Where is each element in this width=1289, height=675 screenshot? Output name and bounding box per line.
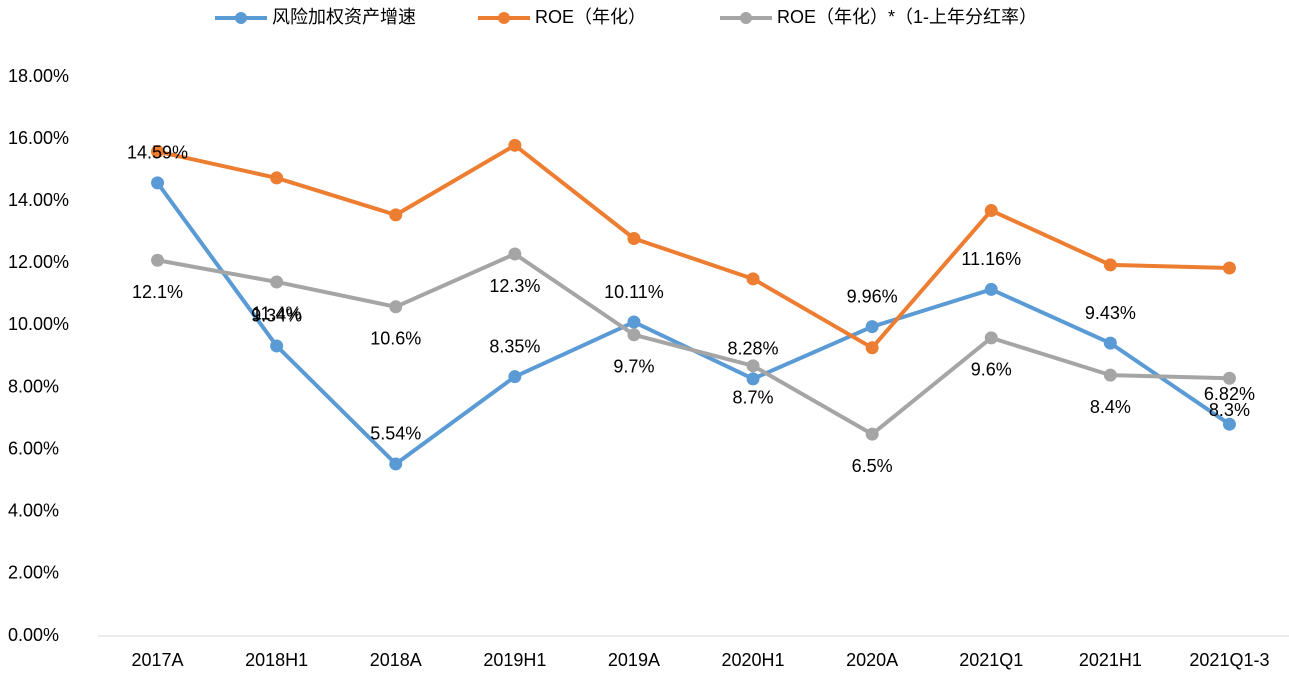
data-label: 5.54% — [370, 424, 421, 444]
data-label: 9.34% — [251, 306, 302, 326]
legend-label: ROE（年化） — [535, 7, 646, 27]
data-point — [746, 359, 760, 373]
data-label: 6.82% — [1204, 384, 1255, 404]
x-tick-label: 2018A — [370, 650, 422, 670]
data-point — [389, 208, 403, 222]
data-label: 8.28% — [728, 339, 779, 359]
data-point — [270, 275, 284, 289]
data-point — [508, 138, 522, 152]
x-tick-label: 2020H1 — [722, 650, 785, 670]
data-point — [627, 315, 641, 329]
data-point — [1222, 261, 1236, 275]
data-point — [746, 272, 760, 286]
data-point — [746, 372, 760, 386]
data-label: 10.6% — [370, 329, 421, 349]
y-tick-label: 8.00% — [8, 376, 59, 396]
data-label: 12.3% — [489, 276, 540, 296]
y-tick-label: 6.00% — [8, 438, 59, 458]
x-tick-label: 2017A — [132, 650, 184, 670]
data-point — [1103, 336, 1117, 350]
data-label: 11.16% — [961, 249, 1021, 269]
data-label: 8.7% — [733, 388, 774, 408]
data-point — [151, 145, 165, 159]
y-tick-label: 10.00% — [8, 314, 69, 334]
data-label: 11.4% — [252, 304, 302, 324]
data-label: 10.11% — [604, 282, 664, 302]
series-line — [155, 181, 1231, 466]
x-tick-label: 2019A — [608, 650, 660, 670]
x-tick-label: 2019H1 — [483, 650, 546, 670]
x-tick-label: 2021Q1 — [959, 650, 1023, 670]
x-tick-label: 2018H1 — [245, 650, 308, 670]
data-point — [1222, 371, 1236, 385]
y-tick-label: 18.00% — [8, 66, 69, 86]
legend-marker — [740, 12, 752, 24]
data-label: 9.7% — [613, 357, 654, 377]
x-tick-label: 2020A — [846, 650, 898, 670]
data-label: 8.3% — [1209, 400, 1250, 420]
data-label: 9.43% — [1085, 303, 1136, 323]
y-tick-label: 4.00% — [8, 501, 59, 521]
data-point — [865, 341, 879, 355]
data-label: 12.1% — [132, 282, 183, 302]
y-tick-label: 14.00% — [8, 190, 69, 210]
y-tick-label: 12.00% — [8, 252, 69, 272]
x-tick-label: 2021H1 — [1079, 650, 1142, 670]
data-point — [865, 320, 879, 334]
y-tick-label: 16.00% — [8, 128, 69, 148]
data-point — [984, 204, 998, 218]
data-label: 9.96% — [847, 286, 898, 306]
x-tick-label: 2021Q1-3 — [1189, 650, 1269, 670]
data-point — [627, 231, 641, 245]
data-point — [270, 171, 284, 185]
data-label: 14.59% — [127, 143, 188, 163]
series-line — [157, 143, 1230, 350]
data-label: 8.35% — [489, 336, 540, 356]
series-line — [157, 252, 1230, 437]
data-label: 8.4% — [1090, 397, 1131, 417]
data-point — [151, 253, 165, 267]
legend-marker — [235, 12, 247, 24]
legend-label: ROE（年化）*（1-上年分红率） — [777, 7, 1037, 27]
data-point — [865, 427, 879, 441]
y-tick-label: 2.00% — [8, 563, 59, 583]
data-point — [1103, 368, 1117, 382]
data-point — [627, 328, 641, 342]
data-point — [984, 331, 998, 345]
data-point — [389, 300, 403, 314]
data-label: 9.6% — [971, 360, 1012, 380]
data-point — [1103, 258, 1117, 272]
y-tick-label: 0.00% — [8, 625, 59, 645]
data-label: 6.5% — [852, 456, 893, 476]
data-point — [389, 457, 403, 471]
legend-marker — [498, 12, 510, 24]
data-point — [1222, 417, 1236, 431]
data-point — [984, 282, 998, 296]
legend-label: 风险加权资产增速 — [272, 7, 416, 27]
data-point — [508, 370, 522, 384]
data-point — [151, 176, 165, 190]
data-point — [508, 247, 522, 261]
data-point — [270, 339, 284, 353]
